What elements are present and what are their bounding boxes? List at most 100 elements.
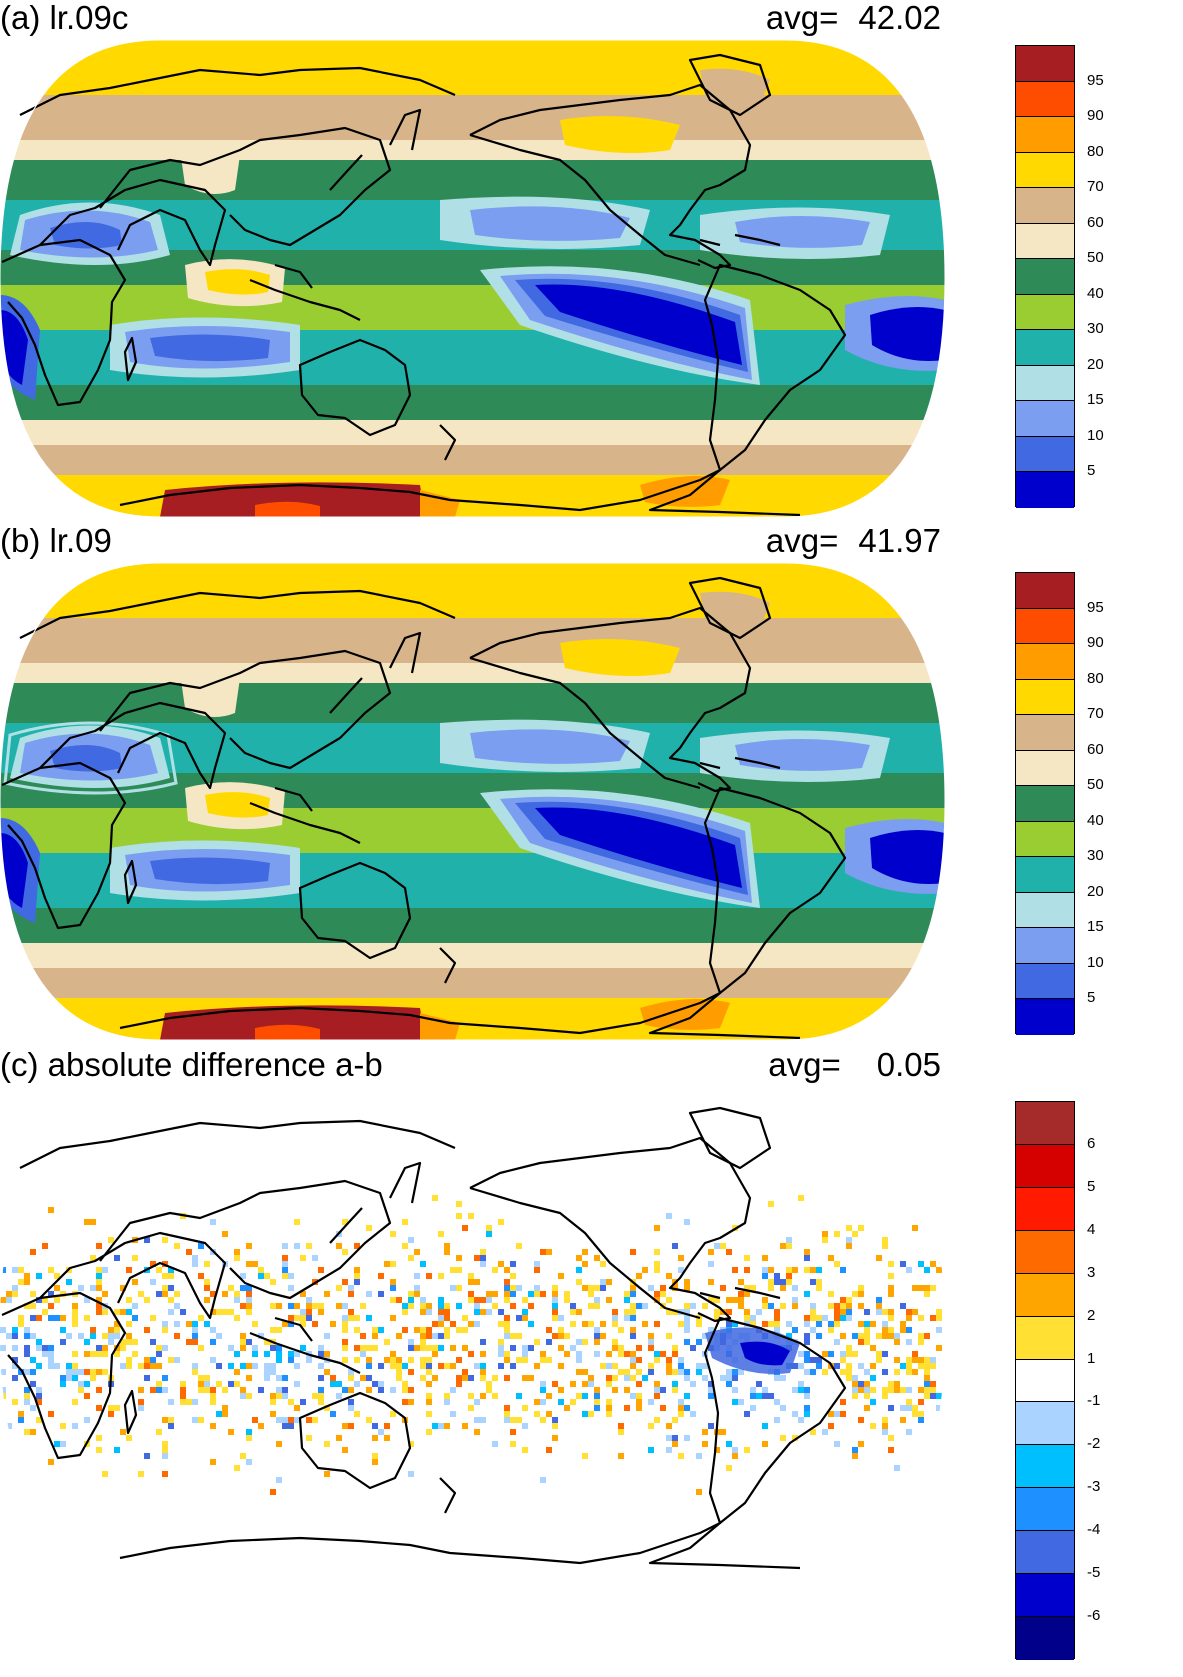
colorbar-tick-label: 95 [1087, 71, 1104, 89]
colorbar-swatch [1016, 1316, 1074, 1360]
colorbar-swatch [1016, 1230, 1074, 1274]
colorbar-tick-label: 20 [1087, 355, 1104, 373]
colorbar-tick-label: 10 [1087, 426, 1104, 444]
colorbar-tick-label: 70 [1087, 705, 1104, 723]
colorbar-swatch [1016, 152, 1074, 189]
colorbar-swatch [1016, 1144, 1074, 1188]
avg-value: 42.02 [858, 0, 941, 36]
colorbar-tick-label: -3 [1087, 1478, 1101, 1496]
colorbar-swatch [1016, 1617, 1074, 1660]
coastline [1, 1106, 847, 1570]
colorbar-swatch [1016, 1359, 1074, 1403]
colorbar-swatch [1016, 750, 1074, 787]
avg-label: avg= [765, 522, 839, 559]
panel-b: (b) lr.09 avg= 41.97 95 90 80 70 60 50 40 30 20 15… [0, 523, 1183, 1043]
colorbar-tick-label: 5 [1087, 462, 1096, 480]
colorbar-tick-label: 30 [1087, 847, 1104, 865]
colorbar-tick-label: 60 [1087, 213, 1104, 231]
panel-a: (a) lr.09c avg= 42.02 95 90 80 70 60 50 40 30 20 1… [0, 0, 1183, 520]
field [0, 1093, 945, 1570]
colorbar-swatch [1016, 365, 1074, 402]
colorbar-swatch [1016, 401, 1074, 437]
colorbar-tick-label: 15 [1087, 391, 1104, 409]
colorbar-swatch [1016, 81, 1074, 118]
colorbar-swatch [1016, 259, 1074, 295]
avg-label: avg= [768, 1046, 841, 1083]
colorbar-tick-label: -6 [1087, 1607, 1101, 1625]
colorbar-tick-label: -4 [1087, 1521, 1101, 1539]
colorbar-swatch [1016, 857, 1074, 893]
field [0, 563, 945, 1040]
colorbar-tick-label: 80 [1087, 142, 1104, 160]
colorbar-tick-label: 90 [1087, 634, 1104, 652]
colorbar-swatch [1016, 644, 1074, 680]
map-difference [0, 1093, 945, 1570]
panel-title: (c) absolute difference a-b [0, 1046, 383, 1083]
colorbar-tick-label: 70 [1087, 178, 1104, 196]
field [0, 40, 945, 517]
colorbar-swatch [1016, 472, 1074, 508]
colorbar-swatch [1016, 573, 1074, 609]
colorbar-tick-label: 5 [1087, 989, 1096, 1007]
colorbar-swatch [1016, 117, 1074, 153]
colorbar-tick-label: 2 [1087, 1306, 1096, 1324]
colorbar-swatch [1016, 786, 1074, 822]
colorbar-tick-label: 3 [1087, 1263, 1096, 1281]
colorbar-swatch [1016, 188, 1074, 224]
colorbar-tick-label: 5 [1087, 1177, 1096, 1195]
panel-average: avg= 42.02 [766, 0, 941, 36]
colorbar-swatch [1016, 1445, 1074, 1489]
avg-value: 0.05 [876, 1046, 941, 1083]
colorbar-swatch [1016, 892, 1074, 929]
colorbar-swatch [1016, 223, 1074, 260]
colorbar-tick-label: 10 [1087, 953, 1104, 971]
map-lr09 [0, 562, 946, 1041]
colorbar-swatch [1016, 1402, 1074, 1446]
colorbar-tick-label: 40 [1087, 284, 1104, 302]
colorbar-swatch [1016, 1187, 1074, 1231]
colorbar-tick-label: 30 [1087, 320, 1104, 338]
colorbar-swatch [1016, 294, 1074, 331]
colorbar-tick-label: 1 [1087, 1349, 1096, 1367]
colorbar-tick-label: 20 [1087, 882, 1104, 900]
panel-average: avg= 0.05 [768, 1047, 941, 1083]
colorbar-tick-label: -1 [1087, 1392, 1101, 1410]
avg-label: avg= [765, 0, 839, 36]
colorbar-tick-label: -5 [1087, 1564, 1101, 1582]
colorbar-tick-label: 50 [1087, 249, 1104, 267]
colorbar-swatch [1016, 715, 1074, 751]
colorbar-tick-label: -2 [1087, 1435, 1101, 1453]
colorbar-swatch [1016, 436, 1074, 473]
panel-c: (c) absolute difference a-b avg= 0.05 6 5 4… [0, 1047, 1183, 1677]
colorbar-swatch [1016, 1488, 1074, 1532]
colorbar-swatch [1016, 608, 1074, 645]
colorbar-tick-label: 40 [1087, 811, 1104, 829]
colorbar [1015, 572, 1075, 1035]
colorbar-tick-label: 6 [1087, 1134, 1096, 1152]
colorbar-swatch [1016, 963, 1074, 1000]
colorbar-tick-label: 50 [1087, 776, 1104, 794]
panel-average: avg= 41.97 [766, 523, 941, 559]
colorbar-swatch [1016, 330, 1074, 366]
colorbar-swatch [1016, 1531, 1074, 1575]
colorbar-tick-label: 80 [1087, 669, 1104, 687]
colorbar-swatch [1016, 928, 1074, 964]
colorbar-swatch [1016, 999, 1074, 1035]
colorbar-tick-label: 4 [1087, 1220, 1096, 1238]
avg-value: 41.97 [858, 522, 941, 559]
colorbar-swatch [1016, 821, 1074, 858]
colorbar-tick-label: 15 [1087, 918, 1104, 936]
colorbar [1015, 45, 1075, 508]
colorbar-swatch [1016, 679, 1074, 716]
panel-title: (a) lr.09c [0, 0, 129, 36]
map-lr09c [0, 39, 946, 518]
colorbar-tick-label: 90 [1087, 107, 1104, 125]
colorbar-swatch [1016, 1273, 1074, 1317]
colorbar-swatch [1016, 1574, 1074, 1618]
colorbar-swatch [1016, 1102, 1074, 1145]
colorbar-swatch [1016, 46, 1074, 82]
coastline [1, 53, 847, 517]
coastline [1, 576, 847, 1040]
colorbar-tick-label: 95 [1087, 598, 1104, 616]
colorbar [1015, 1101, 1075, 1660]
